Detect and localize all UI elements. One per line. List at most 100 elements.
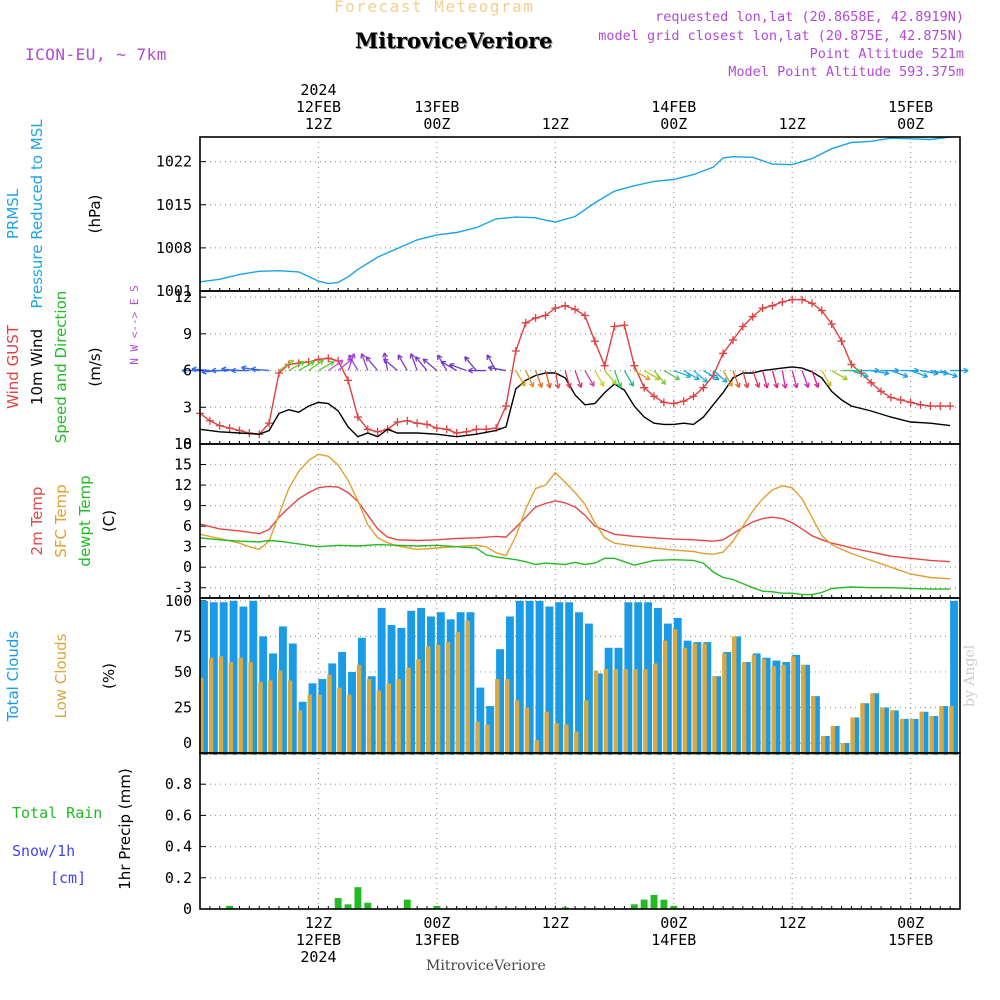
location-title: MitroviceVeriore	[355, 28, 553, 53]
model-name: ICON-EU, ~ 7km	[25, 45, 167, 64]
y-tick-label: 0.4	[165, 838, 192, 856]
wind-arrow	[910, 369, 928, 378]
low-cloud-bar	[564, 724, 569, 756]
total-cloud-bar	[782, 661, 791, 756]
wind-arrow	[594, 370, 605, 387]
model-grid-coordinates: model grid closest lon,lat (20.875E, 42.…	[598, 28, 964, 44]
low-cloud-bar	[583, 700, 589, 756]
total-cloud-bar	[762, 657, 771, 756]
wind-arrow	[327, 359, 344, 372]
low-cloud-bar	[426, 646, 431, 756]
panel-label: (hPa)	[86, 195, 104, 234]
low-cloud-bar	[504, 679, 510, 756]
wind-arrow-head	[299, 360, 305, 367]
wind-arrow	[722, 370, 733, 387]
y-tick-label: 0	[183, 900, 192, 918]
wind-arrow	[752, 370, 760, 388]
total-cloud-bar	[476, 687, 485, 756]
y-tick-label: -3	[174, 579, 192, 597]
low-cloud-bar	[870, 693, 875, 756]
low-cloud-bar	[712, 676, 717, 756]
wind-arrow-head	[318, 359, 324, 366]
total-cloud-bar	[624, 602, 633, 756]
wind-arrow	[811, 370, 819, 388]
wind-arrow-head	[487, 365, 494, 372]
pressure-frame	[199, 136, 961, 292]
wind-arrow-head	[437, 354, 443, 360]
panel-label: Total Rain	[12, 804, 102, 822]
low-cloud-bar	[445, 642, 451, 756]
total-cloud-bar	[200, 600, 208, 756]
low-cloud-bar	[722, 653, 727, 756]
pressure-panel	[199, 136, 961, 292]
total-cloud-bar	[673, 617, 682, 756]
wind-arrow-head	[804, 382, 810, 388]
total-cloud-bar	[792, 654, 801, 756]
panel-label: (m/s)	[86, 347, 104, 386]
low-cloud-bar	[218, 656, 224, 756]
wind-arrow-head	[383, 358, 389, 364]
wind-arrow	[930, 369, 949, 375]
gust-marker	[205, 416, 214, 425]
wind-arrow-head	[486, 354, 492, 360]
rain-bar	[344, 904, 352, 909]
top-time-label: 12Z	[779, 115, 806, 133]
gust-marker	[817, 306, 826, 315]
low-cloud-bar	[633, 669, 638, 756]
top-time-label: 2024	[300, 81, 336, 99]
wind-arrow-head	[348, 354, 354, 360]
total-cloud-bar	[831, 725, 840, 756]
y-tick-label: 6	[183, 517, 192, 535]
10m-wind-line	[199, 366, 951, 438]
low-cloud-bar	[751, 654, 757, 756]
total-cloud-bar	[821, 735, 830, 756]
gust-marker	[650, 392, 659, 401]
gust-marker	[659, 398, 668, 407]
gust-marker	[847, 360, 856, 369]
total-cloud-bar	[732, 636, 741, 756]
wind-arrow-head	[763, 382, 770, 389]
low-cloud-bar	[287, 680, 293, 756]
top-time-label: 15FEB	[888, 98, 933, 116]
total-cloud-bar	[387, 625, 396, 756]
panel-label: PRMSL	[4, 188, 22, 239]
rain-bar	[433, 905, 441, 909]
wind-arrow	[574, 370, 582, 388]
wind-arrow-head	[231, 367, 237, 374]
clouds-panel	[199, 597, 961, 756]
gust-marker	[719, 349, 728, 358]
wind-arrow	[298, 360, 315, 372]
chart-supertitle: Forecast Meteogram	[334, 0, 535, 16]
wind-arrow	[278, 359, 295, 372]
wind-arrow-head	[842, 374, 848, 381]
wind-arrow-head	[520, 381, 526, 387]
total-cloud-bar	[436, 612, 445, 756]
rain-bar	[226, 905, 234, 909]
low-cloud-bar	[455, 632, 461, 756]
low-cloud-bar	[356, 664, 362, 756]
total-cloud-bar	[742, 661, 751, 756]
wind-arrow	[781, 370, 787, 389]
top-time-label: 00Z	[660, 115, 687, 133]
low-cloud-bar	[850, 717, 855, 756]
total-cloud-bar	[496, 649, 504, 756]
y-tick-label: 3	[183, 398, 192, 416]
wind-arrow-head	[414, 356, 421, 362]
wind-arrow-head	[713, 374, 720, 381]
wind-arrow	[623, 370, 634, 387]
low-cloud-bar	[919, 711, 924, 756]
wind-arrow-head	[329, 360, 335, 367]
low-cloud-bar	[435, 644, 441, 756]
gust-marker	[778, 298, 787, 307]
wind-arrow-head	[660, 379, 667, 385]
wind-arrow-head	[702, 377, 708, 383]
low-cloud-bar	[909, 718, 915, 756]
gust-marker	[363, 425, 372, 434]
wind-arrow-head	[902, 372, 909, 379]
gust-marker	[580, 311, 589, 320]
low-cloud-bar	[613, 669, 618, 756]
panel-label: Speed and Direction	[52, 291, 70, 444]
rain-bar	[364, 902, 372, 909]
footer-location: MitroviceVeriore	[426, 958, 546, 974]
total-cloud-bar	[259, 636, 268, 756]
